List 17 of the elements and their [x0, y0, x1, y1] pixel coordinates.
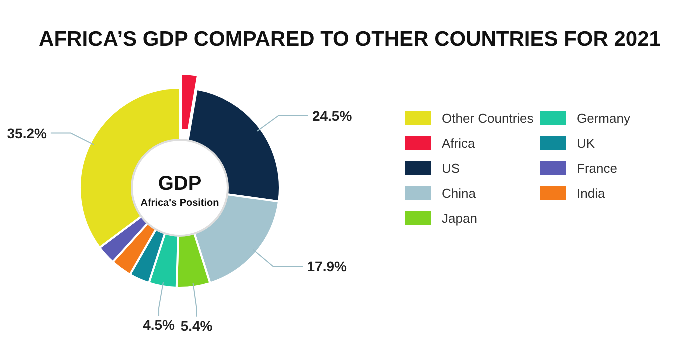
legend-label: US — [442, 161, 460, 176]
text: GDP — [158, 173, 202, 195]
chart-title: AFRICA’S GDP COMPARED TO OTHER COUNTRIES FOR 2021 — [39, 28, 662, 51]
legend-label: Japan — [442, 211, 478, 226]
data-label: 35.2% — [7, 125, 48, 142]
data-label: 5.4% — [180, 318, 214, 334]
legend-label: India — [577, 186, 606, 201]
legend-label: Germany — [577, 111, 631, 126]
legend-label: Africa — [442, 136, 476, 151]
legend-label: France — [577, 161, 618, 176]
data-label: 24.5% — [312, 108, 353, 124]
legend-label: UK — [577, 136, 596, 151]
text: Africa's Position — [140, 198, 220, 209]
data-label: 4.5% — [143, 317, 176, 334]
legend-label: Other Countries — [442, 111, 534, 126]
data-label: 17.9% — [307, 258, 348, 275]
legend-label: China — [442, 186, 477, 201]
